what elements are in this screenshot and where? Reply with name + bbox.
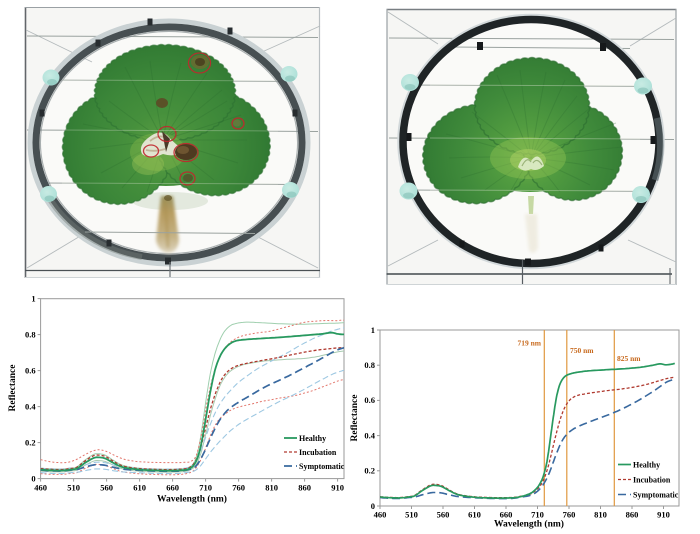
svg-text:510: 510	[67, 483, 80, 493]
svg-text:860: 860	[626, 510, 639, 520]
svg-text:0.8: 0.8	[364, 360, 375, 370]
svg-text:760: 760	[563, 510, 576, 520]
svg-text:460: 460	[34, 483, 47, 493]
svg-text:0: 0	[31, 473, 35, 483]
svg-text:660: 660	[500, 510, 513, 520]
svg-text:510: 510	[405, 510, 418, 520]
svg-text:810: 810	[265, 483, 278, 493]
svg-text:Healthy: Healthy	[633, 460, 660, 469]
svg-text:560: 560	[437, 510, 450, 520]
svg-text:710: 710	[199, 483, 212, 493]
svg-text:460: 460	[374, 510, 387, 520]
svg-text:810: 810	[594, 510, 607, 520]
svg-text:0.2: 0.2	[364, 466, 375, 476]
svg-text:710: 710	[531, 510, 544, 520]
svg-text:0.2: 0.2	[25, 437, 36, 447]
svg-text:Healthy: Healthy	[299, 434, 326, 443]
svg-text:0: 0	[371, 501, 375, 511]
svg-text:0.6: 0.6	[25, 365, 36, 375]
svg-text:Wavelength (nm): Wavelength (nm)	[157, 494, 227, 505]
svg-text:825 nm: 825 nm	[617, 354, 641, 363]
svg-text:719 nm: 719 nm	[517, 339, 541, 348]
svg-text:0.8: 0.8	[25, 329, 36, 339]
svg-text:910: 910	[657, 510, 670, 520]
svg-text:560: 560	[100, 483, 113, 493]
svg-text:1: 1	[371, 325, 375, 335]
svg-text:860: 860	[298, 483, 311, 493]
svg-text:910: 910	[331, 483, 344, 493]
svg-text:Reflectance: Reflectance	[350, 395, 360, 442]
svg-text:Reflectance: Reflectance	[8, 365, 18, 412]
svg-text:Symptomatic: Symptomatic	[299, 462, 345, 471]
svg-text:760: 760	[232, 483, 245, 493]
svg-text:0.4: 0.4	[364, 430, 375, 440]
svg-text:0.4: 0.4	[25, 401, 36, 411]
svg-text:1: 1	[31, 293, 35, 303]
svg-text:750 nm: 750 nm	[570, 346, 594, 355]
svg-text:Incubation: Incubation	[299, 448, 337, 457]
svg-text:660: 660	[166, 483, 179, 493]
svg-text:Wavelength (nm): Wavelength (nm)	[494, 519, 564, 530]
svg-text:610: 610	[468, 510, 481, 520]
svg-text:Incubation: Incubation	[633, 475, 671, 484]
svg-text:0.6: 0.6	[364, 395, 375, 405]
svg-text:610: 610	[133, 483, 146, 493]
svg-text:Symptomatic: Symptomatic	[633, 490, 679, 499]
